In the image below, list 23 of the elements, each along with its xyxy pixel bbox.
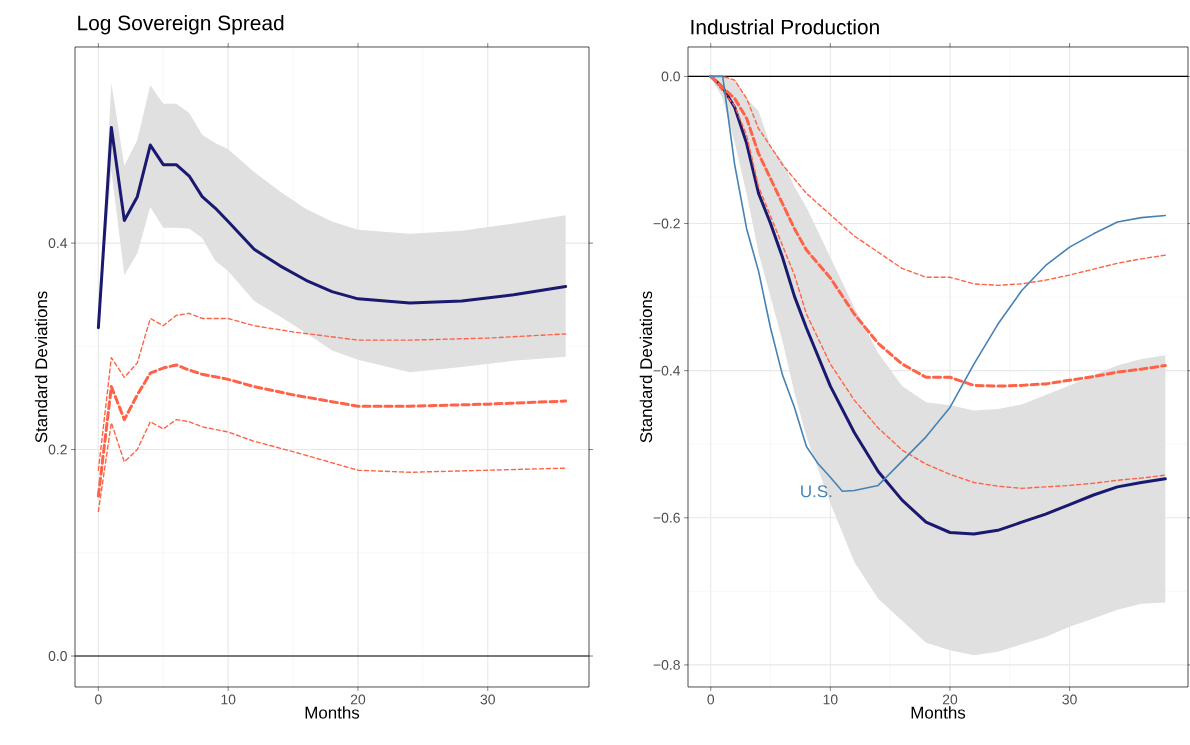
y-tick-label: −0.8 — [653, 659, 680, 670]
x-tick-label: 20 — [350, 694, 366, 705]
x-tick-label: 0 — [707, 694, 715, 705]
x-tick-label: 30 — [480, 694, 495, 705]
y-tick-label: −0.2 — [653, 218, 680, 229]
y-tick-label: 0.0 — [661, 71, 680, 82]
x-tick-label: 10 — [823, 694, 838, 705]
y-tick-label: −0.6 — [653, 512, 680, 523]
y-tick-label: 0.4 — [48, 238, 68, 249]
y-tick-label: −0.4 — [653, 365, 681, 376]
x-tick-label: 30 — [1062, 694, 1077, 705]
y-axis-title: Standard Deviations — [639, 291, 653, 443]
chart-title: Log Sovereign Spread — [78, 14, 284, 35]
x-tick-label: 0 — [95, 694, 102, 705]
y-tick-label: 0.2 — [48, 444, 67, 455]
series-label: U.S. — [801, 485, 832, 498]
x-axis-title: Months — [911, 706, 966, 719]
x-tick-label: 10 — [221, 694, 236, 705]
y-axis-title: Standard Deviations — [34, 291, 48, 443]
x-tick-label: 20 — [942, 694, 958, 705]
x-axis-title: Months — [305, 706, 360, 719]
y-tick-label: 0.0 — [48, 651, 67, 661]
chart-title: Industrial Production — [691, 19, 879, 35]
